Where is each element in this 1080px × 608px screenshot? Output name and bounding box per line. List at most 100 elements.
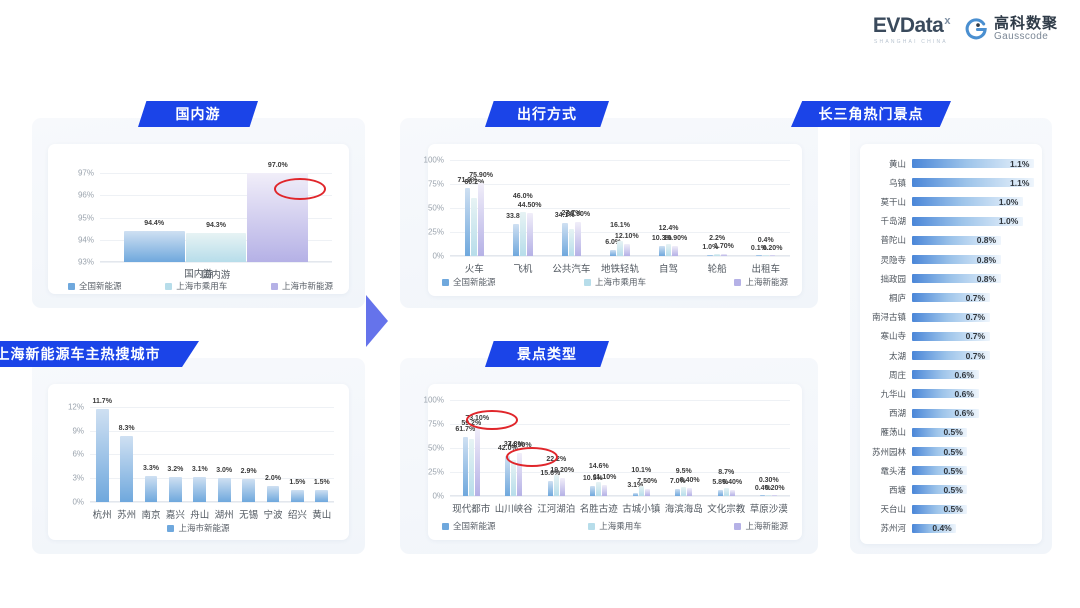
rank-row[interactable]: 黄山 1.1% bbox=[868, 154, 1034, 173]
rank-row[interactable]: 雁荡山 0.5% bbox=[868, 423, 1034, 442]
bar-hot_cities-6-0[interactable] bbox=[242, 478, 255, 502]
rank-row[interactable]: 九华山 0.6% bbox=[868, 384, 1034, 403]
rank-row[interactable]: 鼋头渚 0.5% bbox=[868, 461, 1034, 480]
bar-hot_cities-7-0[interactable] bbox=[266, 486, 280, 502]
legend-item[interactable]: 上海市新能源 bbox=[167, 522, 230, 534]
rank-row[interactable]: 南浔古镇 0.7% bbox=[868, 308, 1034, 327]
rank-row-bar[interactable] bbox=[912, 178, 1034, 188]
bar-domestic-0-2[interactable] bbox=[247, 173, 309, 262]
bar-spot_type-1-1[interactable] bbox=[511, 460, 517, 496]
rank-row-bar[interactable] bbox=[912, 331, 990, 341]
rank-row[interactable]: 莫干山 1.0% bbox=[868, 192, 1034, 211]
bar-travel_mode-3-1[interactable] bbox=[617, 240, 623, 256]
rank-row-bar[interactable] bbox=[912, 235, 1001, 245]
rank-row[interactable]: 天台山 0.5% bbox=[868, 500, 1034, 519]
bar-spot_type-0-2[interactable] bbox=[474, 425, 480, 496]
rank-row[interactable]: 太湖 0.7% bbox=[868, 346, 1034, 365]
bar-spot_type-7-0[interactable] bbox=[760, 495, 766, 496]
bar-hot_cities-0-0[interactable] bbox=[95, 409, 109, 502]
bar-spot_type-0-1[interactable] bbox=[468, 439, 474, 496]
bar-travel_mode-2-2[interactable] bbox=[575, 221, 582, 256]
bar-spot_type-2-1[interactable] bbox=[553, 474, 559, 496]
bar-travel_mode-1-1[interactable] bbox=[519, 211, 526, 256]
rank-row[interactable]: 乌镇 1.1% bbox=[868, 173, 1034, 192]
rank-row-bar[interactable] bbox=[912, 216, 1023, 226]
legend-item[interactable]: 上海市乘用车 bbox=[165, 280, 227, 292]
rank-row[interactable]: 西湖 0.6% bbox=[868, 404, 1034, 423]
bar-hot_cities-1-0[interactable] bbox=[120, 436, 133, 502]
bar-spot_type-5-1[interactable] bbox=[681, 486, 687, 496]
rank-row-bar[interactable] bbox=[912, 159, 1034, 169]
bar-spot_type-4-1[interactable] bbox=[638, 486, 644, 496]
bar-spot_type-6-2[interactable] bbox=[729, 489, 735, 496]
bar-spot_type-3-2[interactable] bbox=[602, 485, 608, 496]
bar-travel_mode-2-1[interactable] bbox=[568, 229, 575, 256]
bar-spot_type-0-0[interactable] bbox=[462, 436, 468, 496]
bar-spot_type-3-0[interactable] bbox=[590, 485, 596, 496]
bar-travel_mode-5-0[interactable] bbox=[707, 255, 714, 256]
legend-item[interactable]: 上海新能源 bbox=[734, 520, 788, 532]
rank-row-bar[interactable] bbox=[912, 312, 990, 322]
rank-row[interactable]: 苏州园林 0.5% bbox=[868, 442, 1034, 461]
bar-travel_mode-0-2[interactable] bbox=[478, 183, 484, 256]
rank-row-bar[interactable] bbox=[912, 485, 968, 495]
bar-travel_mode-3-2[interactable] bbox=[623, 244, 630, 256]
rank-row[interactable]: 苏州河 0.4% bbox=[868, 519, 1034, 538]
rank-row-bar[interactable] bbox=[912, 370, 979, 380]
bar-spot_type-5-2[interactable] bbox=[687, 487, 693, 496]
rank-row[interactable]: 拙政园 0.8% bbox=[868, 269, 1034, 288]
rank-row-bar[interactable] bbox=[912, 466, 968, 476]
bar-hot_cities-5-0[interactable] bbox=[217, 478, 231, 502]
rank-row-bar[interactable] bbox=[912, 389, 979, 399]
bar-spot_type-1-0[interactable] bbox=[505, 455, 511, 496]
legend-item[interactable]: 全国新能源 bbox=[442, 520, 496, 532]
rank-row[interactable]: 周庄 0.6% bbox=[868, 365, 1034, 384]
rank-row-bar[interactable] bbox=[912, 255, 1001, 265]
legend-item[interactable]: 上海市新能源 bbox=[270, 280, 333, 292]
legend-item[interactable]: 上海市乘用车 bbox=[583, 276, 646, 288]
bar-spot_type-6-0[interactable] bbox=[717, 490, 723, 496]
rank-row[interactable]: 桐庐 0.7% bbox=[868, 288, 1034, 307]
bar-travel_mode-0-1[interactable] bbox=[471, 198, 478, 256]
bar-travel_mode-1-2[interactable] bbox=[526, 213, 533, 256]
bar-travel_mode-6-2[interactable] bbox=[769, 255, 776, 256]
bar-spot_type-2-2[interactable] bbox=[559, 477, 565, 496]
bar-travel_mode-6-0[interactable] bbox=[756, 255, 762, 256]
rank-row[interactable]: 普陀山 0.8% bbox=[868, 231, 1034, 250]
bar-spot_type-4-2[interactable] bbox=[644, 488, 650, 496]
bar-spot_type-6-1[interactable] bbox=[723, 487, 729, 496]
bar-spot_type-1-2[interactable] bbox=[517, 452, 523, 496]
bar-travel_mode-4-1[interactable] bbox=[665, 244, 672, 256]
bar-hot_cities-9-0[interactable] bbox=[315, 490, 329, 502]
bar-travel_mode-4-2[interactable] bbox=[672, 245, 679, 256]
bar-hot_cities-4-0[interactable] bbox=[193, 477, 207, 502]
legend-item[interactable]: 上海乘用车 bbox=[588, 520, 642, 532]
rank-row[interactable]: 西塘 0.5% bbox=[868, 480, 1034, 499]
bar-spot_type-2-0[interactable] bbox=[547, 481, 553, 496]
rank-row-bar[interactable] bbox=[912, 523, 957, 533]
rank-row[interactable]: 灵隐寺 0.8% bbox=[868, 250, 1034, 269]
rank-row-bar[interactable] bbox=[912, 504, 968, 514]
bar-travel_mode-0-0[interactable] bbox=[464, 187, 471, 256]
rank-row-bar[interactable] bbox=[912, 197, 1023, 207]
bar-hot_cities-2-0[interactable] bbox=[144, 475, 158, 502]
legend-item[interactable]: 全国新能源 bbox=[68, 280, 122, 292]
legend-item[interactable]: 全国新能源 bbox=[442, 276, 496, 288]
rank-row-bar[interactable] bbox=[912, 274, 1001, 284]
bar-travel_mode-5-2[interactable] bbox=[721, 254, 727, 256]
bar-spot_type-3-1[interactable] bbox=[596, 481, 602, 496]
bar-domestic-0-0[interactable] bbox=[123, 230, 185, 262]
bar-travel_mode-3-0[interactable] bbox=[610, 250, 617, 256]
legend-item[interactable]: 上海新能源 bbox=[734, 276, 788, 288]
bar-travel_mode-6-1[interactable] bbox=[762, 255, 769, 256]
bar-hot_cities-3-0[interactable] bbox=[169, 476, 182, 502]
bar-travel_mode-5-1[interactable] bbox=[714, 253, 721, 256]
bar-travel_mode-4-0[interactable] bbox=[658, 246, 665, 256]
bar-hot_cities-8-0[interactable] bbox=[291, 490, 304, 502]
bar-spot_type-4-0[interactable] bbox=[632, 493, 638, 496]
bar-travel_mode-1-0[interactable] bbox=[513, 223, 519, 256]
bar-spot_type-5-0[interactable] bbox=[675, 489, 681, 496]
rank-row-bar[interactable] bbox=[912, 351, 990, 361]
bar-domestic-0-1[interactable] bbox=[185, 233, 247, 262]
bar-travel_mode-2-0[interactable] bbox=[561, 223, 568, 256]
